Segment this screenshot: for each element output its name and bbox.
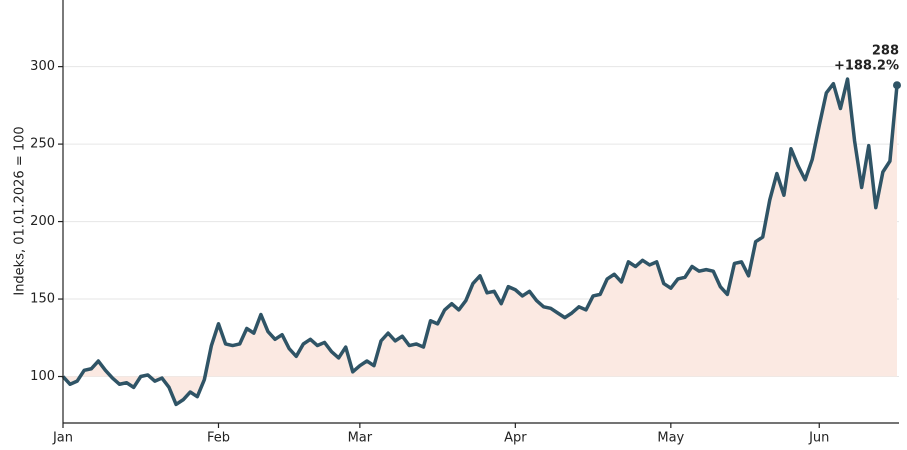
x-tick-label: Apr — [504, 431, 527, 446]
x-tick-label: Jan — [52, 431, 73, 446]
y-axis-label: Indeks, 01.01.2026 = 100 — [13, 126, 28, 295]
line — [61, 77, 899, 407]
y-tick-label: 100 — [30, 369, 55, 384]
area — [63, 79, 897, 405]
x-tick-label: May — [657, 431, 684, 446]
annotation-change: +188.2% — [834, 59, 899, 74]
y-tick-label: 150 — [30, 292, 55, 307]
end-point — [893, 81, 901, 90]
x-tick-label: Mar — [348, 431, 373, 446]
x-tick-label: Jun — [808, 431, 829, 446]
y-tick-label: 300 — [30, 59, 55, 74]
annotation-value: 288 — [872, 44, 899, 59]
y-tick-label: 250 — [30, 137, 55, 152]
y-tick-label: 200 — [30, 214, 55, 229]
x-tick-label: Feb — [207, 431, 230, 446]
